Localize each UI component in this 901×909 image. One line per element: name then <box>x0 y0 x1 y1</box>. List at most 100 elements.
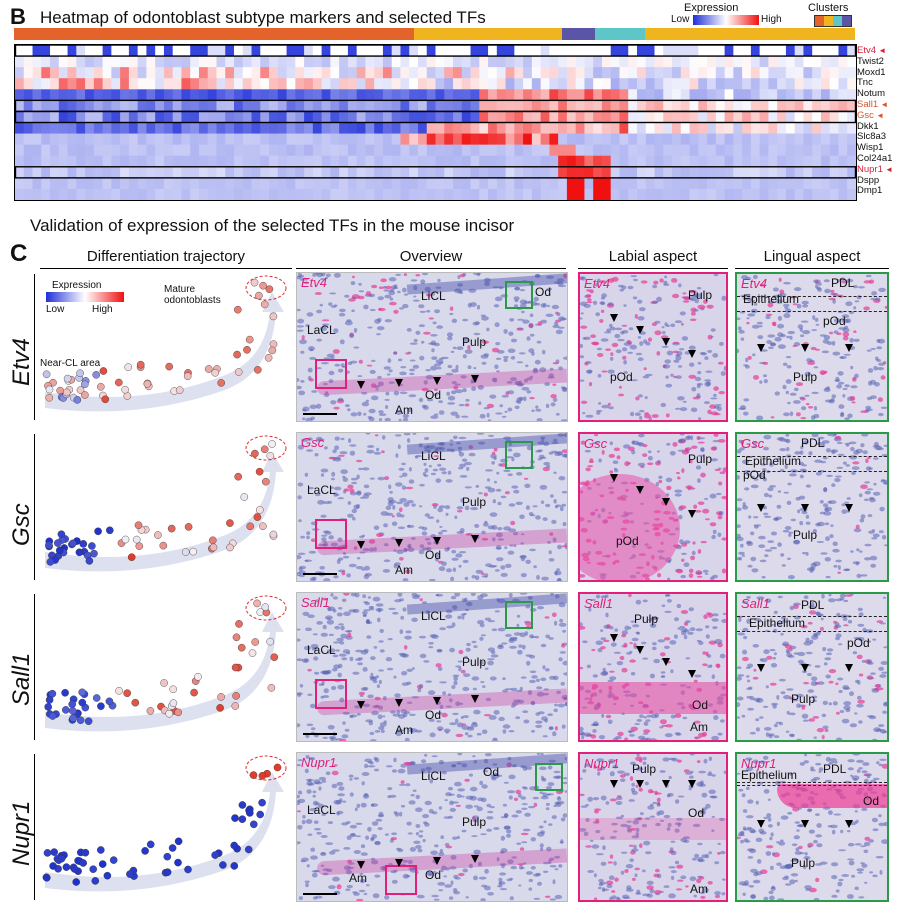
cell-nucleus <box>870 672 876 674</box>
cell-nucleus <box>858 286 865 288</box>
heatmap-cell <box>838 134 847 146</box>
cell-nucleus <box>315 896 322 899</box>
heatmap-cell <box>436 111 445 123</box>
lingual-label-pdl: PDL <box>831 276 854 290</box>
cell-nucleus <box>411 618 418 622</box>
cell-nucleus <box>445 614 452 618</box>
cell-nucleus <box>363 687 368 691</box>
cell-nucleus <box>364 793 369 797</box>
cell-nucleus <box>797 509 800 513</box>
cell-nucleus <box>485 618 491 621</box>
cell-nucleus <box>698 549 702 554</box>
cell-nucleus <box>341 438 345 440</box>
trajectory-cell-point <box>261 446 268 453</box>
heatmap-cell <box>181 156 190 168</box>
cell-nucleus <box>548 823 552 826</box>
heatmap-cell <box>190 56 199 68</box>
cell-nucleus <box>592 729 596 733</box>
heatmap-cell <box>287 111 296 123</box>
cell-nucleus <box>623 360 627 365</box>
cell-nucleus <box>867 715 875 717</box>
cell-nucleus <box>656 297 662 302</box>
cell-nucleus <box>355 658 362 661</box>
heatmap-cell <box>777 100 786 112</box>
cell-nucleus <box>361 803 367 808</box>
col-header-labial-rule <box>578 268 728 269</box>
heatmap-cell <box>655 111 664 123</box>
heatmap-cell <box>497 100 506 112</box>
cell-nucleus <box>681 559 684 562</box>
heatmap-cell <box>111 56 120 68</box>
cell-nucleus <box>409 394 417 397</box>
cell-nucleus <box>643 600 648 603</box>
cell-nucleus <box>816 324 820 326</box>
heatmap-cell <box>418 89 427 101</box>
heatmap-cell <box>383 67 392 79</box>
cell-nucleus <box>351 281 356 285</box>
cell-nucleus <box>463 673 470 677</box>
cell-nucleus <box>424 437 429 440</box>
heatmap-cell <box>471 123 480 135</box>
heatmap-cell <box>602 134 611 146</box>
trajectory-cell-point <box>246 809 253 816</box>
heatmap-cell <box>567 67 576 79</box>
cell-nucleus <box>377 684 380 688</box>
heatmap-cell <box>103 111 112 123</box>
heatmap-cell <box>322 189 331 200</box>
heatmap-cell <box>471 167 480 179</box>
cell-nucleus <box>645 396 648 399</box>
heatmap-cell <box>295 134 304 146</box>
heatmap-cell <box>725 123 734 135</box>
cell-nucleus <box>315 781 323 784</box>
heatmap-cell <box>821 178 830 190</box>
trajectory-cell-point <box>63 389 70 396</box>
heatmap-cell <box>383 167 392 179</box>
cell-nucleus <box>817 541 824 543</box>
heatmap-cell <box>94 100 103 112</box>
heatmap-cell <box>584 167 593 179</box>
heatmap-cell <box>33 78 42 90</box>
cell-nucleus <box>779 448 786 451</box>
cell-nucleus <box>822 647 826 651</box>
cell-nucleus <box>531 730 535 733</box>
pulp-label: Pulp <box>462 335 486 349</box>
heatmap-cell <box>322 134 331 146</box>
heatmap-cell <box>138 156 147 168</box>
cell-nucleus <box>755 718 759 721</box>
cell-nucleus <box>393 310 398 314</box>
heatmap-cell <box>637 145 646 157</box>
cell-nucleus <box>530 671 537 674</box>
cell-nucleus <box>829 332 833 335</box>
trajectory-cell-point <box>144 380 151 387</box>
heatmap-cell <box>821 45 830 57</box>
heatmap-cell <box>549 89 558 101</box>
cell-nucleus <box>392 505 395 510</box>
cell-nucleus <box>873 534 880 538</box>
cell-nucleus <box>534 803 538 807</box>
cell-nucleus <box>552 731 556 736</box>
heatmap-cell <box>225 178 234 190</box>
trajectory-cell-point <box>73 878 80 885</box>
cell-nucleus <box>556 413 560 416</box>
heatmap-cell <box>462 45 471 57</box>
heatmap-cell <box>532 67 541 79</box>
heatmap-cell <box>681 145 690 157</box>
cell-nucleus <box>702 651 706 654</box>
heatmap-cell <box>287 167 296 179</box>
cell-nucleus <box>529 879 533 882</box>
cell-nucleus <box>418 304 424 308</box>
am-label: Am <box>395 403 413 417</box>
heatmap-cell <box>322 67 331 79</box>
cell-nucleus <box>523 787 527 790</box>
cell-nucleus <box>501 496 507 499</box>
heatmap-cell <box>532 156 541 168</box>
heatmap-cell <box>576 178 585 190</box>
cell-nucleus <box>679 539 684 544</box>
trajectory-cell-point <box>43 874 50 881</box>
heatmap-cell <box>15 178 24 190</box>
cell-nucleus <box>352 509 357 513</box>
cell-nucleus <box>378 726 384 730</box>
trajectory-cell-point <box>128 554 135 561</box>
heatmap-cell <box>409 78 418 90</box>
cell-nucleus <box>663 281 667 285</box>
